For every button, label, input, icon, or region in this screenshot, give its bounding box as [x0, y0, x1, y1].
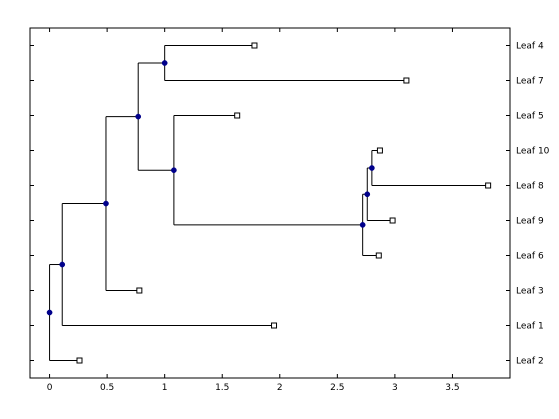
x-tick-label: 0.5 — [100, 383, 114, 393]
leaf-label-leaf-8: Leaf 8 — [516, 182, 544, 192]
node-marker-n2 — [59, 261, 66, 268]
x-tick-label: 0 — [47, 383, 53, 393]
x-axis: 0 0.5 1 1.5 2 2.5 3 3.5 — [47, 28, 460, 393]
leaf-label-leaf-5: Leaf 5 — [516, 112, 544, 122]
leaf-marker-leaf-10 — [376, 147, 383, 154]
x-tick-label: 1.5 — [215, 383, 229, 393]
y-axis-right: Leaf 4 Leaf 7 Leaf 5 Leaf 10 Leaf 8 Leaf 9 Lea… — [30, 42, 550, 367]
leaf-marker-leaf-7 — [403, 77, 410, 84]
x-tick-label: 2 — [277, 383, 283, 393]
leaf-label-leaf-2: Leaf 2 — [516, 357, 544, 367]
node-marker-n7 — [359, 222, 366, 228]
leaf-marker-leaf-2 — [76, 357, 83, 364]
leaf-label-leaf-1: Leaf 1 — [516, 322, 544, 332]
node-marker-n8 — [364, 191, 371, 198]
node-marker-n4 — [135, 113, 142, 120]
node-marker-n5 — [161, 60, 168, 66]
node-marker-n3 — [103, 200, 109, 207]
leaf-markers — [76, 42, 492, 364]
x-tick-label: 1 — [162, 383, 168, 393]
leaf-label-leaf-7: Leaf 7 — [516, 77, 544, 87]
leaf-marker-leaf-1 — [271, 322, 278, 329]
node-marker-n6 — [171, 167, 177, 174]
leaf-marker-leaf-4 — [251, 42, 258, 49]
node-marker-n9 — [369, 165, 375, 171]
node-markers — [46, 60, 375, 316]
leaf-marker-leaf-8 — [485, 182, 492, 189]
x-tick-label: 2.5 — [330, 383, 344, 393]
node-marker-n1 — [46, 309, 53, 316]
leaf-label-leaf-3: Leaf 3 — [516, 287, 544, 297]
leaf-marker-leaf-6 — [375, 252, 382, 259]
leaf-marker-leaf-3 — [136, 287, 143, 294]
x-tick-label: 3.5 — [445, 383, 459, 393]
leaf-label-leaf-9: Leaf 9 — [516, 217, 544, 227]
leaf-marker-leaf-9 — [389, 217, 396, 224]
leaf-marker-leaf-5 — [234, 112, 241, 119]
leaf-label-leaf-6: Leaf 6 — [516, 252, 544, 262]
plot-frame — [29, 27, 511, 379]
leaf-label-leaf-10: Leaf 10 — [516, 147, 550, 157]
leaf-label-leaf-4: Leaf 4 — [516, 42, 544, 52]
x-tick-label: 3 — [392, 383, 398, 393]
